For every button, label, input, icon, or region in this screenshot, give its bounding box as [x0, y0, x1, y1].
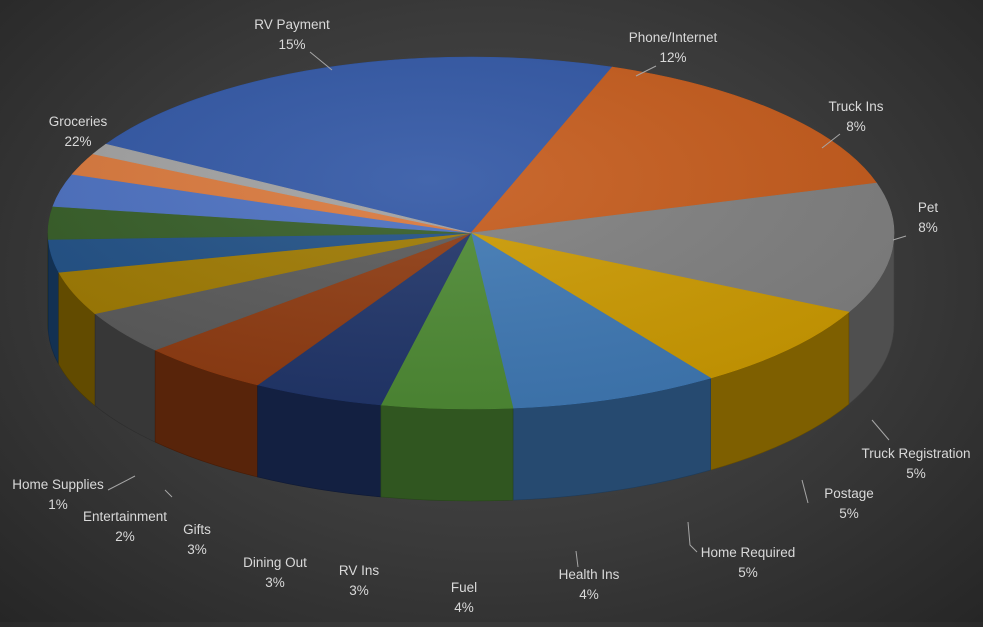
data-label-rv-ins-name: RV Ins — [339, 563, 380, 578]
data-label-health-ins-name: Health Ins — [559, 567, 620, 582]
data-label-fuel-percent: 4% — [454, 600, 474, 615]
leader-line-home-required — [688, 522, 697, 552]
leader-line-truck-registration — [872, 420, 889, 440]
data-label-entertainment-percent: 2% — [115, 529, 135, 544]
leader-line-health-ins — [576, 551, 578, 567]
data-label-postage-name: Postage — [824, 486, 874, 501]
data-label-truck-ins-name: Truck Ins — [828, 99, 883, 114]
data-label-health-ins-percent: 4% — [579, 587, 599, 602]
data-label-truck-registration-name: Truck Registration — [861, 446, 970, 461]
data-label-pet-percent: 8% — [918, 220, 938, 235]
data-label-fuel-name: Fuel — [451, 580, 477, 595]
data-label-rv-ins-percent: 3% — [349, 583, 369, 598]
data-label-pet-name: Pet — [918, 200, 939, 215]
data-label-phone-internet-name: Phone/Internet — [629, 30, 718, 45]
data-label-truck-registration-percent: 5% — [906, 466, 926, 481]
data-label-truck-ins-percent: 8% — [846, 119, 866, 134]
leader-line-home-supplies — [108, 476, 135, 490]
leader-line-pet — [893, 236, 906, 240]
slice-side-truck-registration — [381, 405, 513, 501]
data-label-postage-percent: 5% — [839, 506, 859, 521]
data-label-home-required-percent: 5% — [738, 565, 758, 580]
data-label-groceries-percent: 22% — [64, 134, 91, 149]
data-label-dining-out-name: Dining Out — [243, 555, 307, 570]
data-label-dining-out-percent: 3% — [265, 575, 285, 590]
data-label-gifts-name: Gifts — [183, 522, 211, 537]
data-label-rv-payment-name: RV Payment — [254, 17, 330, 32]
leader-line-entertainment — [165, 490, 172, 497]
data-label-rv-payment-percent: 15% — [278, 37, 305, 52]
pie-top-faces — [48, 57, 894, 409]
data-label-gifts-percent: 3% — [187, 542, 207, 557]
data-label-home-required-name: Home Required — [701, 545, 796, 560]
data-label-home-supplies-percent: 1% — [48, 497, 68, 512]
data-label-phone-internet-percent: 12% — [659, 50, 686, 65]
leader-line-postage — [802, 480, 808, 503]
leader-line-rv-payment — [310, 52, 332, 70]
data-label-entertainment-name: Entertainment — [83, 509, 167, 524]
data-label-groceries-name: Groceries — [49, 114, 108, 129]
data-label-home-supplies-name: Home Supplies — [12, 477, 104, 492]
